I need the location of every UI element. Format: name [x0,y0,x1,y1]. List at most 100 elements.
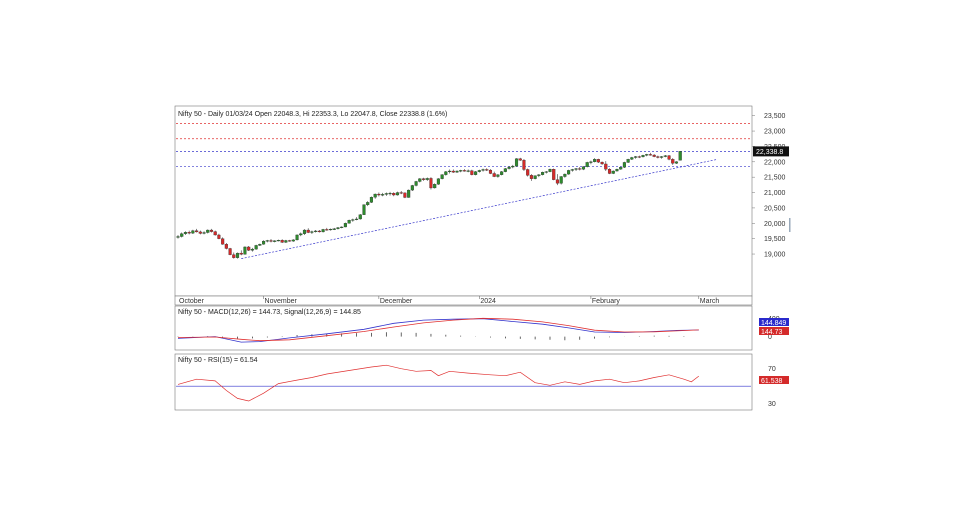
macd-lines [177,317,699,343]
candle-body [217,234,221,239]
candle-body [425,178,429,180]
candle-body [328,228,333,231]
rsi-y-tick-label: 30 [768,401,776,408]
candle-body [448,170,452,172]
candle-body [176,236,180,238]
candle-body [336,227,340,229]
candle-body [529,175,533,179]
price-y-tick-label: 19,500 [764,236,786,243]
candle-body [455,170,459,173]
candle-body [202,232,206,234]
candle-body [224,244,228,249]
x-tick-label: March [700,298,720,305]
candle-body [496,174,500,177]
candle-body [593,159,597,162]
price-y-tick-label: 21,500 [764,175,786,182]
candle-body [615,169,619,172]
candle-body [392,193,396,196]
candle-body [273,240,277,242]
candle-body [671,159,675,164]
candle-body [663,155,667,157]
last-close-tag-bg [753,146,789,157]
candle-body [232,254,236,258]
candle-body [295,234,299,241]
candle-body [641,155,645,158]
candle-body [384,193,388,195]
candle-body [239,252,243,255]
candle-body [470,170,474,175]
price-y-tick-label: 19,000 [764,252,786,259]
candle-body [563,173,567,177]
candle-body [213,231,217,236]
candle-body [340,226,344,228]
candle-body [559,176,563,184]
price-candles [176,150,682,259]
candle-body [622,162,626,168]
rsi-panel: Nifty 50 - RSI(15) = 61.54 70 30 61.538 [174,353,789,411]
candle-body [243,246,247,255]
x-tick-label: December [380,298,413,305]
scroll-indicator[interactable] [789,218,791,232]
candle-body [421,178,426,180]
macd-value-tag: 144.849 [761,320,786,327]
price-y-tick-label: 22,000 [764,159,786,166]
last-close-tag-label: 22,338.8 [756,149,783,156]
rsi-line [177,364,700,402]
candle-body [358,214,362,220]
candle-body [369,197,373,203]
candle-body [522,160,526,170]
candle-body [299,233,303,236]
candle-body [317,230,321,233]
candle-body [250,248,254,251]
candle-body [351,219,355,221]
candle-body [507,166,511,169]
candle-body [656,156,660,158]
candle-body [403,192,407,198]
candle-body [388,193,392,195]
candle-body [332,228,336,230]
candle-body [607,169,612,174]
candle-body [600,161,604,165]
x-axis-labels: October November December 2024 February March [179,296,719,305]
candle-body [284,240,288,243]
candle-body [637,156,641,158]
candle-body [198,231,202,234]
candle-body [488,169,493,174]
candle-body [604,163,608,170]
candle-body [660,156,664,158]
x-axis-frame [174,295,753,306]
price-panel: Nifty 50 - Daily 01/03/24 Open 22048.3, … [174,105,789,297]
x-axis: October November December 2024 February March [174,295,753,306]
candle-body [518,158,522,161]
candle-body [626,159,630,163]
rsi-panel-frame [174,353,753,411]
price-y-tick-label: 20,500 [764,205,786,212]
x-tick-label: November [265,298,298,305]
candle-body [503,168,507,172]
price-y-tick-label: 20,000 [764,221,786,228]
price-panel-frame [174,105,753,297]
candle-body [362,204,366,215]
signal-value-tag-bg [759,327,789,335]
candle-body [306,229,310,233]
x-tick-label: February [592,298,621,305]
candle-body [667,155,671,160]
candle-body [381,194,385,196]
signal-line [177,317,699,342]
candle-body [183,232,187,234]
macd-histogram [177,332,700,341]
candle-body [459,170,463,172]
candle-body [187,232,191,234]
candle-body [209,229,214,232]
candle-body [474,171,478,175]
price-y-axis: 23,50023,00022,50022,00021,50021,00020,5… [752,113,786,259]
candle-body [436,178,440,185]
candle-body [630,157,634,160]
candle-body [574,168,578,170]
x-tick-label: October [179,298,205,305]
candle-body [440,174,444,179]
candle-body [514,158,519,167]
candle-body [444,171,448,175]
candle-body [288,240,292,242]
candle-body [462,170,466,172]
